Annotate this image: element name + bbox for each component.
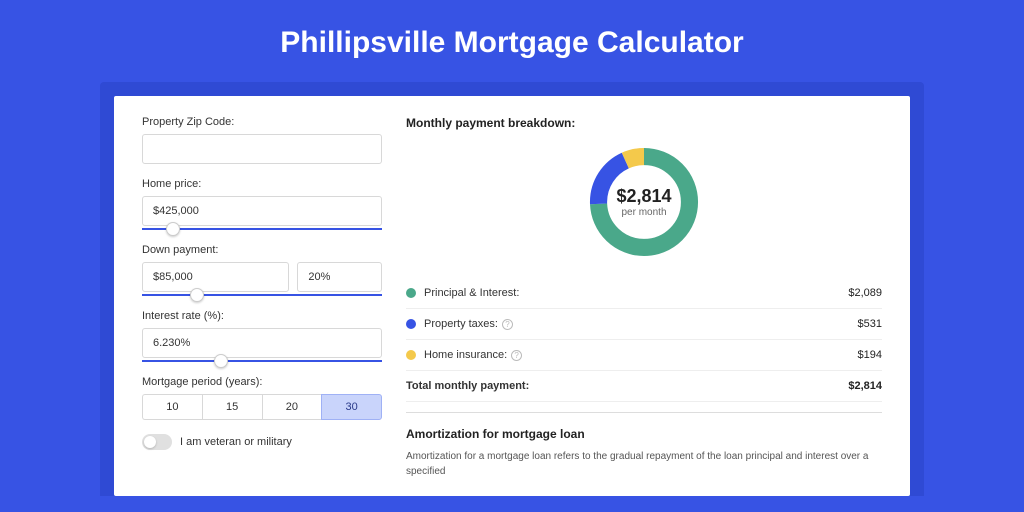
period-label: Mortgage period (years): bbox=[142, 376, 382, 388]
legend-label-principal: Principal & Interest: bbox=[424, 287, 848, 299]
zip-label: Property Zip Code: bbox=[142, 116, 382, 128]
amortization-title: Amortization for mortgage loan bbox=[406, 427, 882, 441]
veteran-toggle-knob bbox=[144, 436, 156, 448]
legend-row-principal: Principal & Interest: $2,089 bbox=[406, 278, 882, 309]
down-payment-slider-thumb[interactable] bbox=[190, 288, 204, 302]
down-payment-slider[interactable] bbox=[142, 294, 382, 296]
down-payment-label: Down payment: bbox=[142, 244, 382, 256]
period-btn-15[interactable]: 15 bbox=[202, 394, 262, 420]
home-price-label: Home price: bbox=[142, 178, 382, 190]
home-price-input[interactable] bbox=[142, 196, 382, 226]
interest-slider-thumb[interactable] bbox=[214, 354, 228, 368]
legend-dot-principal bbox=[406, 288, 416, 298]
down-payment-pct-input[interactable] bbox=[297, 262, 382, 292]
zip-input[interactable] bbox=[142, 134, 382, 164]
legend-label-total: Total monthly payment: bbox=[406, 380, 848, 392]
donut-amount: $2,814 bbox=[616, 186, 671, 207]
calculator-outer-card: Property Zip Code: Home price: Down paym… bbox=[100, 82, 924, 496]
donut-center: $2,814 per month bbox=[584, 142, 704, 262]
interest-slider[interactable] bbox=[142, 360, 382, 362]
legend-label-insurance: Home insurance: ? bbox=[424, 349, 858, 361]
legend-dot-taxes bbox=[406, 319, 416, 329]
breakdown-title: Monthly payment breakdown: bbox=[406, 116, 882, 130]
down-payment-field-group: Down payment: bbox=[142, 244, 382, 296]
legend-row-taxes: Property taxes: ? $531 bbox=[406, 309, 882, 340]
legend-value-taxes: $531 bbox=[858, 318, 882, 330]
period-btn-30[interactable]: 30 bbox=[321, 394, 382, 420]
legend-value-insurance: $194 bbox=[858, 349, 882, 361]
legend-dot-insurance bbox=[406, 350, 416, 360]
veteran-toggle-row: I am veteran or military bbox=[142, 434, 382, 450]
donut-sub: per month bbox=[621, 207, 666, 218]
section-divider bbox=[406, 412, 882, 413]
legend-row-insurance: Home insurance: ? $194 bbox=[406, 340, 882, 371]
period-button-group: 10 15 20 30 bbox=[142, 394, 382, 420]
zip-field-group: Property Zip Code: bbox=[142, 116, 382, 164]
interest-label: Interest rate (%): bbox=[142, 310, 382, 322]
home-price-slider[interactable] bbox=[142, 228, 382, 230]
period-btn-10[interactable]: 10 bbox=[142, 394, 202, 420]
breakdown-column: Monthly payment breakdown: $2,814 per mo… bbox=[406, 116, 882, 496]
legend-row-total: Total monthly payment: $2,814 bbox=[406, 371, 882, 402]
help-icon[interactable]: ? bbox=[511, 350, 522, 361]
interest-input[interactable] bbox=[142, 328, 382, 358]
legend-value-principal: $2,089 bbox=[848, 287, 882, 299]
interest-field-group: Interest rate (%): bbox=[142, 310, 382, 362]
page-title: Phillipsville Mortgage Calculator bbox=[0, 0, 1024, 82]
legend-label-taxes-text: Property taxes: bbox=[424, 318, 498, 330]
veteran-toggle[interactable] bbox=[142, 434, 172, 450]
down-payment-input[interactable] bbox=[142, 262, 289, 292]
legend-value-total: $2,814 bbox=[848, 380, 882, 392]
calculator-inner-card: Property Zip Code: Home price: Down paym… bbox=[114, 96, 910, 496]
legend-label-taxes: Property taxes: ? bbox=[424, 318, 858, 330]
period-btn-20[interactable]: 20 bbox=[262, 394, 322, 420]
donut-chart: $2,814 per month bbox=[584, 142, 704, 262]
home-price-field-group: Home price: bbox=[142, 178, 382, 230]
amortization-text: Amortization for a mortgage loan refers … bbox=[406, 449, 882, 479]
form-column: Property Zip Code: Home price: Down paym… bbox=[142, 116, 382, 496]
help-icon[interactable]: ? bbox=[502, 319, 513, 330]
home-price-slider-thumb[interactable] bbox=[166, 222, 180, 236]
period-field-group: Mortgage period (years): 10 15 20 30 bbox=[142, 376, 382, 420]
veteran-label: I am veteran or military bbox=[180, 436, 292, 448]
donut-chart-wrap: $2,814 per month bbox=[406, 142, 882, 262]
legend-label-insurance-text: Home insurance: bbox=[424, 349, 507, 361]
